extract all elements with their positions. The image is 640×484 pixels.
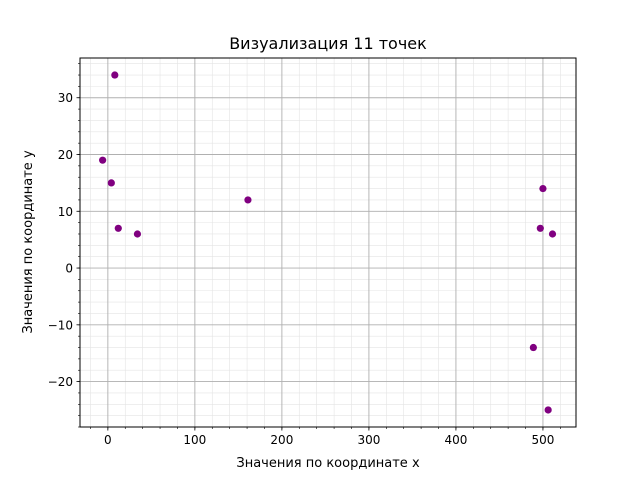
y-tick-label: −20 xyxy=(48,375,73,389)
plot-area: 0 100 200 300 400 500 −20 −10 0 10 20 30 xyxy=(48,57,577,447)
x-tick-label: 400 xyxy=(444,433,467,447)
data-point xyxy=(107,179,115,187)
y-tick-label: −10 xyxy=(48,318,73,332)
x-tick-label: 100 xyxy=(183,433,206,447)
y-tick-label: 0 xyxy=(65,262,73,276)
data-point xyxy=(114,224,122,232)
data-point xyxy=(539,184,547,193)
data-point xyxy=(244,196,252,204)
x-tick-label: 200 xyxy=(270,433,293,447)
x-axis-label: Значения по координате x xyxy=(236,456,420,471)
x-tick-label: 0 xyxy=(104,433,112,447)
chart-title: Визуализация 11 точек xyxy=(229,34,427,53)
data-point xyxy=(529,343,537,352)
data-point xyxy=(536,224,544,232)
data-point xyxy=(111,71,119,79)
x-tick-label: 300 xyxy=(357,433,380,447)
axes-frame xyxy=(79,57,577,428)
y-tick-label: 10 xyxy=(58,205,73,219)
data-point xyxy=(99,156,107,164)
y-axis-label: Значения по координате y xyxy=(21,150,36,334)
x-tick-label: 500 xyxy=(531,433,554,447)
data-point xyxy=(548,230,557,238)
y-tick-label: 20 xyxy=(58,148,73,162)
data-point xyxy=(544,406,552,414)
y-tick-label: 30 xyxy=(58,91,73,105)
data-point xyxy=(133,230,142,238)
